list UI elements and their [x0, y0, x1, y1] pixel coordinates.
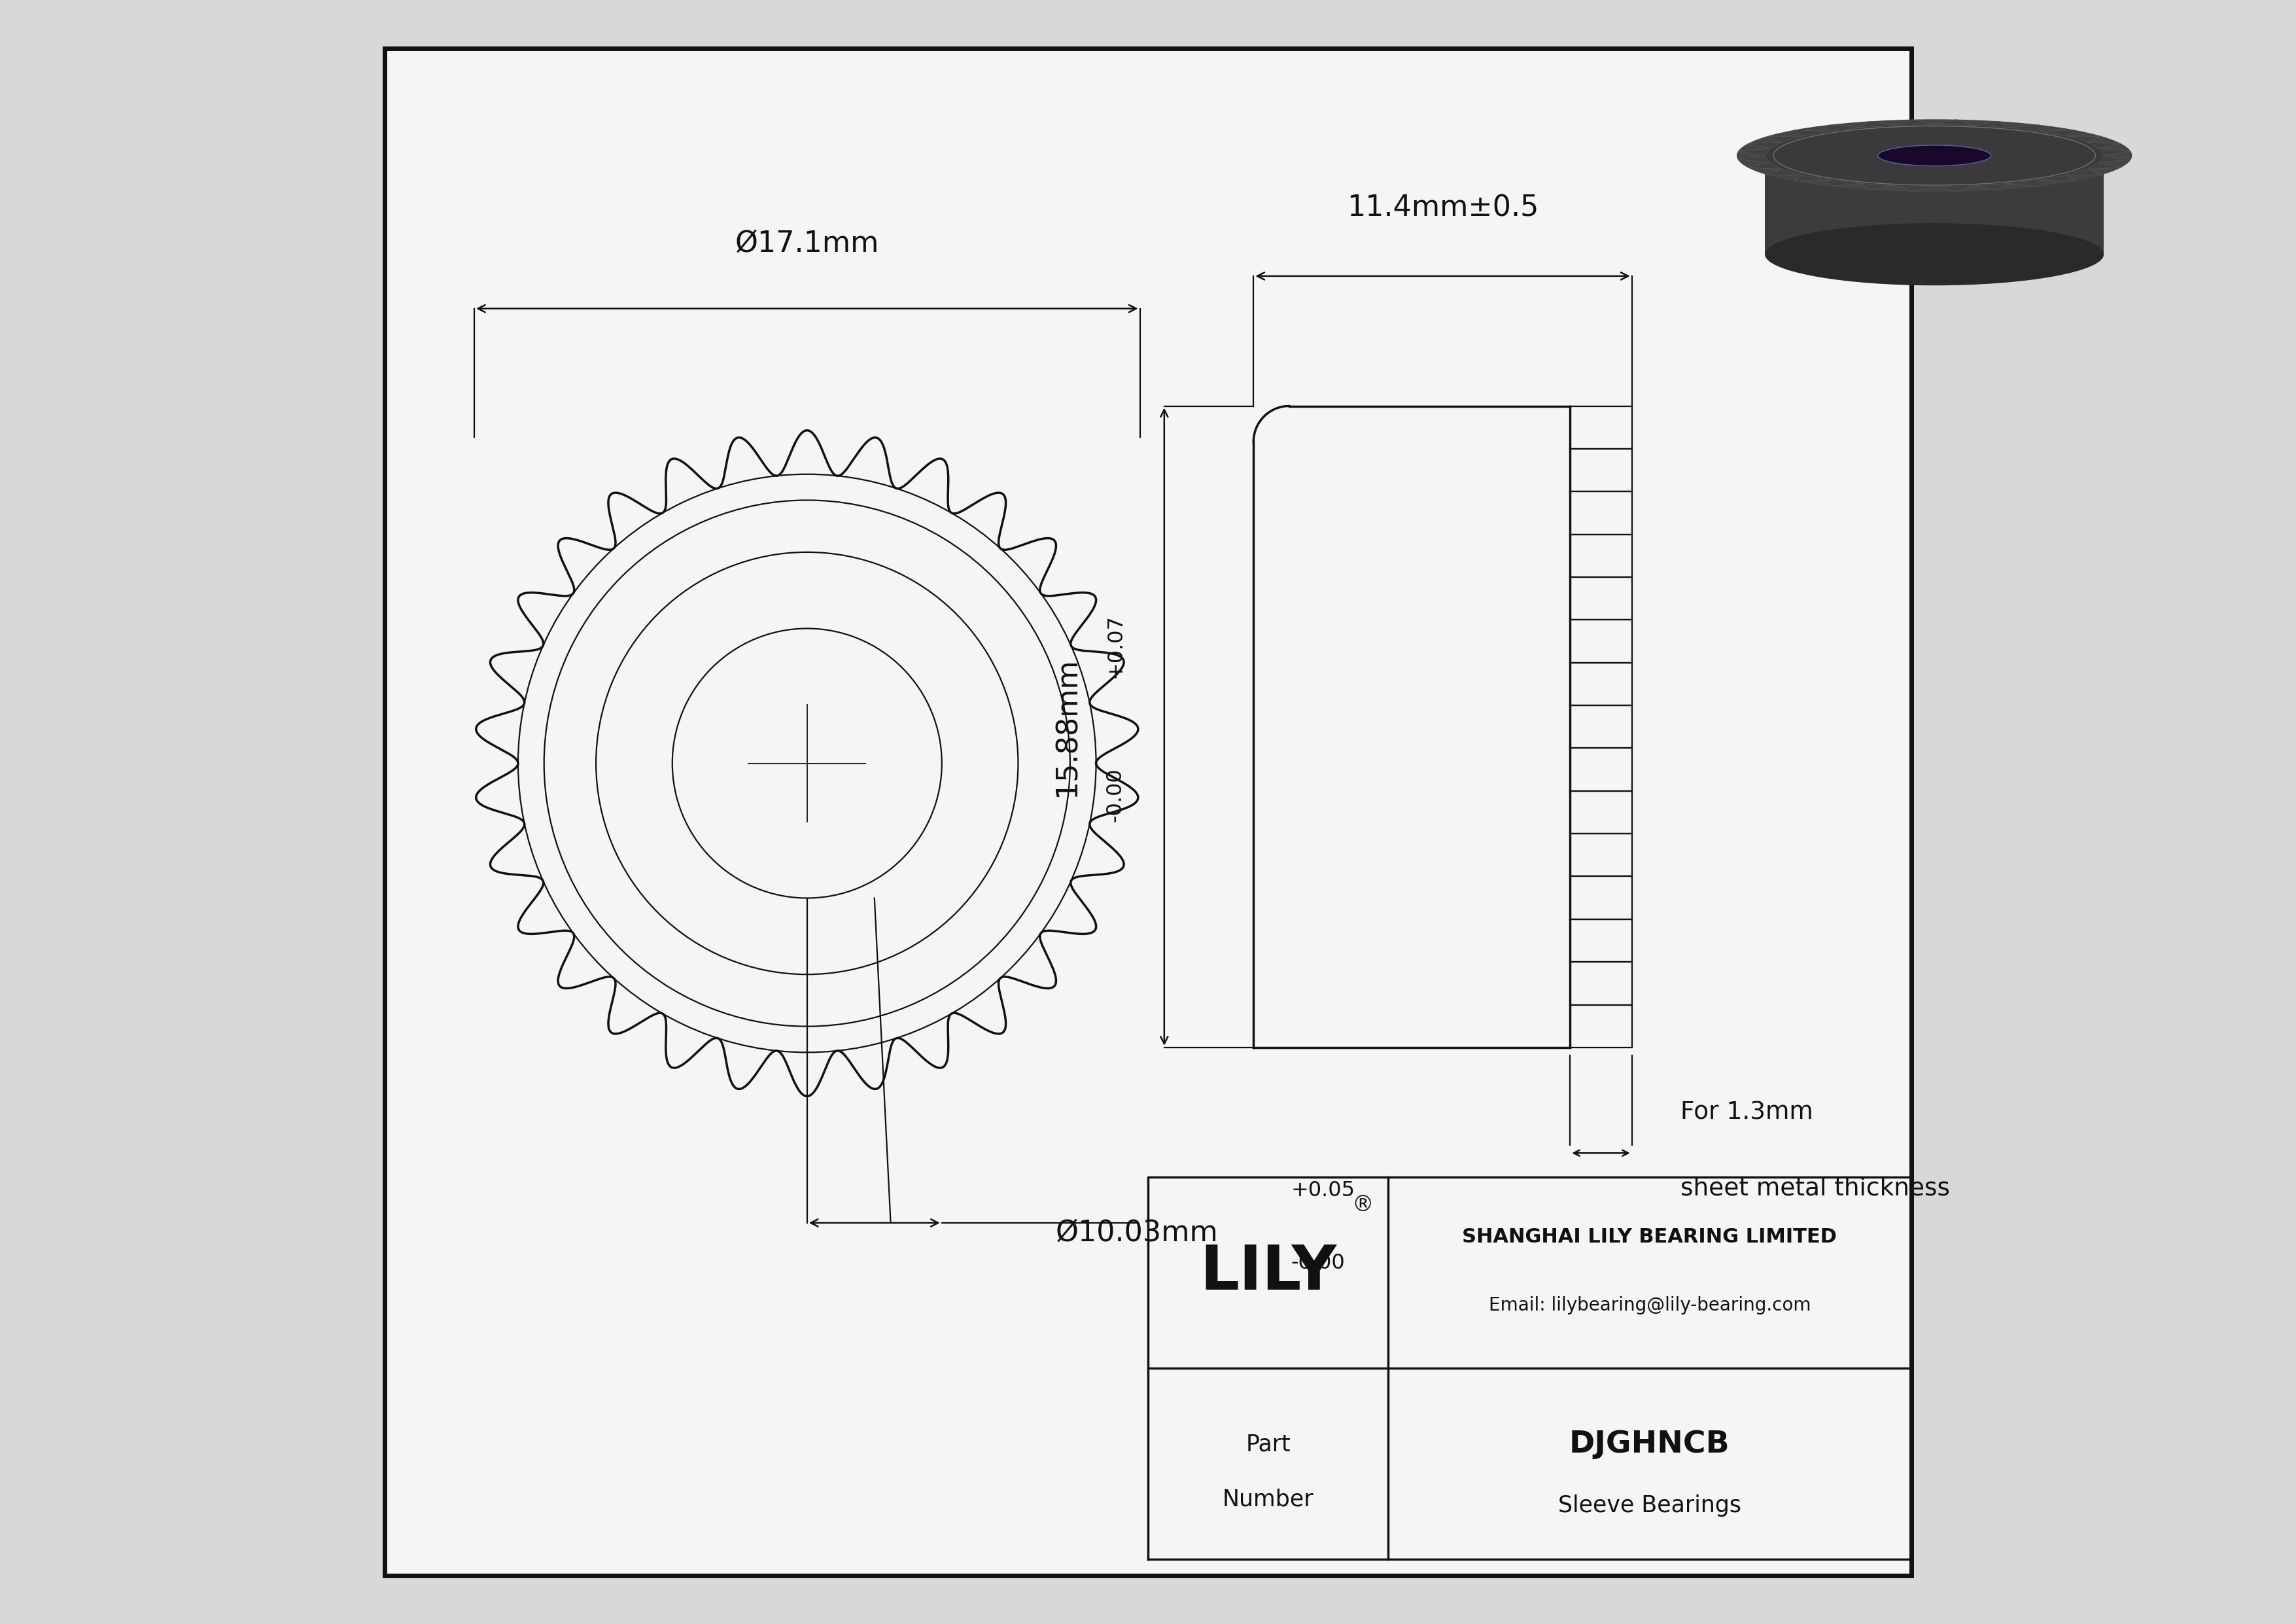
- Polygon shape: [1896, 120, 1933, 125]
- Polygon shape: [2009, 125, 2041, 132]
- Polygon shape: [2087, 141, 2122, 149]
- Polygon shape: [1768, 169, 1802, 175]
- Text: sheet metal thickness: sheet metal thickness: [1681, 1177, 1949, 1200]
- Polygon shape: [2066, 136, 2101, 141]
- Polygon shape: [1933, 185, 1972, 192]
- Ellipse shape: [1766, 125, 2103, 187]
- Ellipse shape: [1878, 145, 1991, 166]
- Text: -0.00: -0.00: [1104, 768, 1125, 822]
- Text: -0.00: -0.00: [1290, 1254, 1345, 1273]
- Polygon shape: [2087, 162, 2122, 169]
- Ellipse shape: [1736, 119, 2133, 192]
- Polygon shape: [1828, 125, 1860, 132]
- Polygon shape: [1972, 122, 2009, 128]
- Polygon shape: [1738, 149, 1770, 156]
- Polygon shape: [1738, 156, 1770, 162]
- Text: SHANGHAI LILY BEARING LIMITED: SHANGHAI LILY BEARING LIMITED: [1463, 1228, 1837, 1247]
- Text: Ø10.03mm: Ø10.03mm: [1056, 1218, 1219, 1247]
- Polygon shape: [1860, 184, 1896, 190]
- Polygon shape: [2066, 169, 2101, 175]
- Text: Email: lilybearing@lily-bearing.com: Email: lilybearing@lily-bearing.com: [1488, 1296, 1812, 1314]
- Text: 15.88mm: 15.88mm: [1054, 656, 1081, 797]
- Text: ®: ®: [1352, 1194, 1373, 1215]
- Polygon shape: [2041, 130, 2073, 136]
- Polygon shape: [1828, 180, 1860, 187]
- Text: Sleeve Bearings: Sleeve Bearings: [1559, 1494, 1740, 1517]
- Ellipse shape: [1766, 222, 2103, 286]
- FancyBboxPatch shape: [1766, 156, 2103, 255]
- Text: 11.4mm±0.5: 11.4mm±0.5: [1348, 193, 1538, 222]
- Polygon shape: [1972, 184, 2009, 190]
- Polygon shape: [2041, 175, 2073, 182]
- Text: Ø17.1mm: Ø17.1mm: [735, 229, 879, 258]
- Polygon shape: [1795, 130, 1828, 136]
- Polygon shape: [2099, 149, 2131, 156]
- Polygon shape: [2099, 156, 2131, 162]
- Text: DJGHNCB: DJGHNCB: [1568, 1429, 1731, 1458]
- Polygon shape: [1896, 185, 1933, 192]
- Polygon shape: [1860, 122, 1896, 128]
- Text: LILY: LILY: [1201, 1242, 1336, 1302]
- Polygon shape: [1747, 162, 1782, 169]
- Text: Number: Number: [1221, 1488, 1313, 1510]
- Polygon shape: [1933, 120, 1972, 125]
- Polygon shape: [1795, 175, 1828, 182]
- Polygon shape: [1768, 136, 1802, 141]
- Text: +0.07: +0.07: [1104, 614, 1125, 677]
- Polygon shape: [1747, 141, 1782, 149]
- Text: For 1.3mm: For 1.3mm: [1681, 1101, 1814, 1124]
- Text: +0.05: +0.05: [1290, 1181, 1355, 1200]
- Polygon shape: [2009, 180, 2041, 187]
- Text: Part: Part: [1247, 1432, 1290, 1455]
